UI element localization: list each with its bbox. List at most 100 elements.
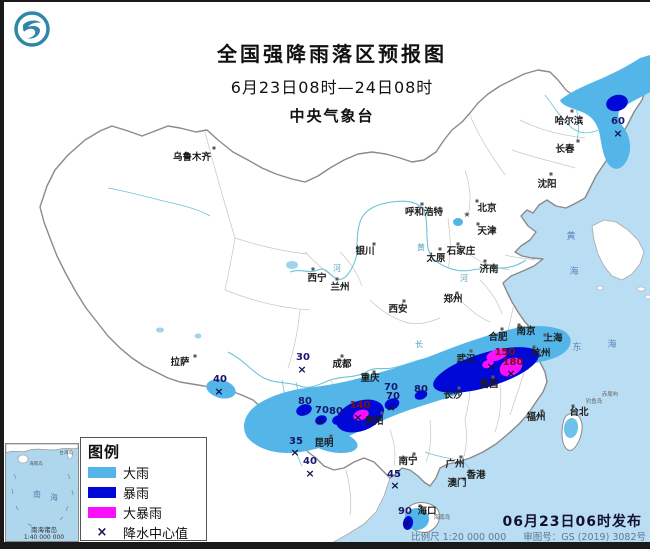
rain-center-marker: ×	[486, 360, 495, 373]
legend-label: 大雨	[123, 466, 150, 482]
island-label: 赤尾屿	[602, 390, 619, 398]
inset-scale: 1:40 000 000	[24, 534, 64, 541]
city-dot	[340, 354, 344, 358]
city-label: 长沙	[443, 389, 463, 401]
inset-coastline	[6, 444, 78, 454]
city-dot	[476, 222, 480, 226]
city-label: 香港	[465, 469, 486, 481]
city-dot	[500, 327, 504, 331]
city-dot	[475, 199, 479, 203]
city-label: 哈尔滨	[555, 115, 584, 127]
city-dot	[456, 242, 460, 246]
rain-center-value: 180	[503, 357, 524, 368]
city-dot	[570, 109, 574, 113]
city-dot	[483, 259, 487, 263]
frame-left	[0, 0, 4, 549]
map-title: 全国强降雨落区预报图	[217, 42, 447, 66]
rain-center-marker: ×	[613, 127, 622, 140]
city-label: 济南	[479, 263, 499, 275]
city-dot	[412, 452, 416, 456]
city-label: 昆明	[314, 438, 334, 449]
issue-time: 06月23日06时发布	[502, 514, 642, 530]
sea-label: 海	[607, 338, 616, 350]
legend-row: 大雨	[88, 462, 206, 482]
rain-center-marker: ×	[386, 401, 395, 414]
rain-center-marker: ×	[297, 363, 306, 376]
inset-taiwan	[67, 448, 73, 460]
city-dot	[543, 333, 547, 337]
city-dot	[571, 404, 575, 408]
city-dot	[193, 354, 197, 358]
city-dot	[576, 139, 580, 143]
city-dot	[329, 434, 333, 438]
rain-center-value: 90	[398, 506, 412, 517]
city-label: 长春	[555, 143, 575, 155]
rain-center-value: 40	[303, 456, 317, 467]
capital-icon: ★	[463, 210, 470, 219]
rain-center-value: 140	[350, 400, 371, 411]
rain-center-value: 40	[213, 374, 227, 385]
city-dot	[468, 469, 472, 473]
city-dot	[380, 411, 384, 415]
city-label: 郑州	[443, 293, 462, 305]
taiwan-rain	[563, 418, 579, 438]
city-label: 武汉	[456, 353, 476, 365]
rain-center-marker: ×	[315, 415, 324, 428]
city-dot	[459, 455, 463, 459]
city-label: 沈阳	[537, 178, 556, 190]
city-label: 拉萨	[170, 356, 190, 368]
city-label: 北京	[477, 202, 497, 214]
city-dot	[517, 323, 521, 327]
inset-tiny-label: 海南岛	[29, 460, 43, 467]
city-dot	[455, 291, 459, 295]
city-label: 天津	[477, 225, 497, 237]
city-label: 西安	[388, 303, 408, 315]
sea-label: 黄	[566, 230, 575, 242]
city-dot	[311, 267, 315, 271]
river-label: 河	[333, 263, 341, 273]
rain-center-marker: ×	[402, 517, 411, 530]
city-label: 贵阳	[364, 415, 383, 427]
city-dot	[540, 409, 544, 413]
rain-center-marker: ×	[506, 367, 515, 380]
precip-center-marker: ×	[96, 524, 108, 540]
city-label: 上海	[543, 332, 563, 344]
city-dot	[491, 375, 495, 379]
city-label: 南京	[516, 325, 536, 337]
map-meta: 比例尺 1:20 000 000 审图号：GS (2019) 3082号	[397, 529, 646, 543]
sea-labels: 黄海东海	[566, 230, 616, 353]
frame-top	[0, 0, 650, 2]
rain-center-value: 70	[315, 405, 329, 416]
city-label: 台北	[569, 406, 589, 418]
map-approval: 审图号：GS (2019) 3082号	[523, 532, 646, 543]
city-label: 重庆	[360, 372, 380, 384]
city-dot	[418, 504, 422, 508]
precip-center-label: 降水中心值	[123, 526, 189, 542]
city-label: 太原	[426, 252, 446, 264]
sea-label: 海	[569, 265, 578, 277]
rain-center-marker: ×	[214, 385, 223, 398]
map-subtitle: 6月23日08时—24日08时	[230, 78, 434, 97]
island-label: 钓鱼岛	[586, 397, 603, 405]
city-dot	[549, 172, 553, 176]
rain-center-value: 35	[289, 436, 303, 447]
legend-row: 大暴雨	[88, 502, 206, 522]
inset-tiny-label: 台湾岛	[59, 449, 73, 456]
legend-title: 图例	[88, 443, 121, 461]
legend: 图例 大雨 暴雨 大暴雨 × 降水中心值	[80, 437, 207, 542]
city-dot	[420, 202, 424, 206]
frame-bottom	[0, 542, 650, 549]
legend-swatch	[88, 466, 116, 478]
city-dot	[462, 477, 466, 481]
cma-logo	[13, 10, 51, 52]
city-label: 成都	[332, 358, 352, 370]
rain-center-marker: ×	[305, 467, 314, 480]
jeju-island	[596, 285, 604, 291]
inset-sea-label: 海	[50, 492, 58, 502]
rain-center-value: 80	[414, 384, 428, 395]
city-label: 澳门	[447, 477, 466, 489]
